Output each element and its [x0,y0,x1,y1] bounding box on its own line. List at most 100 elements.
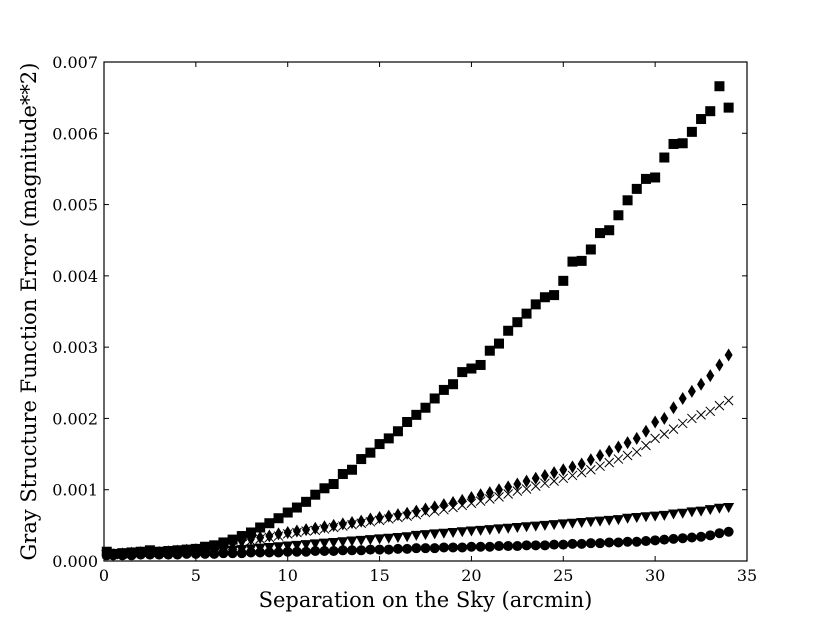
data-point-diamond [494,483,503,497]
data-point-triangle-down [566,518,578,529]
data-point-diamond [320,520,329,534]
data-point-square [411,409,422,420]
data-point-x [622,450,633,461]
data-point-triangle-down [456,527,468,538]
data-point-x [650,433,660,444]
data-point-diamond [540,468,549,482]
data-point-circle [448,542,459,553]
data-point-circle [144,549,155,560]
data-point-circle [126,550,137,561]
data-point-circle [466,541,477,552]
series-circle [101,526,734,561]
data-point-diamond [669,401,678,415]
data-point-square [392,426,403,437]
y-tick-label: 0.006 [52,124,98,143]
data-point-square [429,393,440,404]
data-point-circle [402,543,413,554]
data-point-square [631,183,642,194]
data-point-square [530,299,541,310]
data-point-circle [273,547,284,558]
data-point-square [503,325,514,336]
data-point-square [696,114,707,125]
data-point-circle [668,533,679,544]
data-point-triangle-down [521,522,533,533]
data-point-x [558,473,569,484]
y-tick-label: 0.001 [52,481,98,500]
data-point-diamond [678,391,687,405]
data-point-square [512,317,523,328]
data-point-square [255,522,266,533]
data-point-square [337,469,348,480]
data-point-diamond [348,516,357,530]
data-point-triangle-down [640,512,652,523]
data-point-x [540,478,550,489]
data-point-x [255,534,266,544]
data-point-diamond [421,502,430,516]
data-point-diamond [724,348,733,362]
data-point-x [374,515,385,526]
data-point-triangle-down [383,533,395,544]
data-point-x [714,400,725,411]
data-point-square [576,255,587,266]
data-point-circle [227,548,238,559]
data-point-x [659,429,670,439]
data-point-diamond [651,415,660,429]
data-point-triangle-down [392,532,404,543]
data-point-square [374,439,385,450]
data-point-circle [392,543,403,554]
data-point-circle [200,548,211,559]
data-point-triangle-down [300,540,312,551]
data-point-x [723,395,734,406]
data-point-square [484,345,495,356]
data-point-square [714,81,725,92]
data-point-circle [245,547,256,558]
data-point-triangle-down [704,505,716,516]
data-point-circle [696,531,707,542]
data-point-square [301,496,312,507]
data-point-square [365,447,376,458]
data-point-diamond [366,512,375,526]
data-point-square [613,210,624,221]
data-point-circle [282,546,293,557]
data-point-x [484,494,495,504]
data-point-diamond [614,440,623,454]
data-point-circle [319,546,330,557]
data-point-x [310,525,321,536]
data-point-circle [484,541,495,552]
data-point-x [282,529,293,539]
data-point-circle [686,532,697,543]
data-point-x [457,500,468,511]
data-point-diamond [375,511,384,525]
data-point-triangle-down [677,508,689,519]
data-point-square [457,367,468,378]
data-point-square [347,464,358,475]
data-point-triangle-down [502,523,514,534]
data-point-diamond [430,500,439,514]
data-point-triangle-down [585,517,597,528]
data-point-x [530,481,541,492]
data-point-circle [595,538,606,549]
data-point-triangle-down [548,520,560,531]
data-point-square [273,513,284,524]
data-point-circle [310,546,321,557]
data-point-circle [255,547,266,558]
data-point-x [411,509,422,520]
data-point-square [650,172,661,183]
data-point-triangle-down [273,542,285,553]
data-point-square [282,507,293,518]
data-point-circle [383,544,394,555]
data-point-circle [438,542,449,553]
data-point-diamond [274,527,283,541]
data-point-triangle-down [668,509,680,520]
x-tick-label: 5 [191,566,201,585]
data-point-square [448,379,459,390]
data-point-triangle-down [622,513,634,524]
data-point-circle [264,547,275,558]
data-point-square [567,256,578,267]
data-point-circle [457,542,468,553]
data-point-triangle-down [355,535,367,546]
data-point-diamond [412,504,421,518]
data-point-triangle-down [475,525,487,536]
data-point-x [668,424,679,434]
data-point-triangle-down [612,515,624,526]
